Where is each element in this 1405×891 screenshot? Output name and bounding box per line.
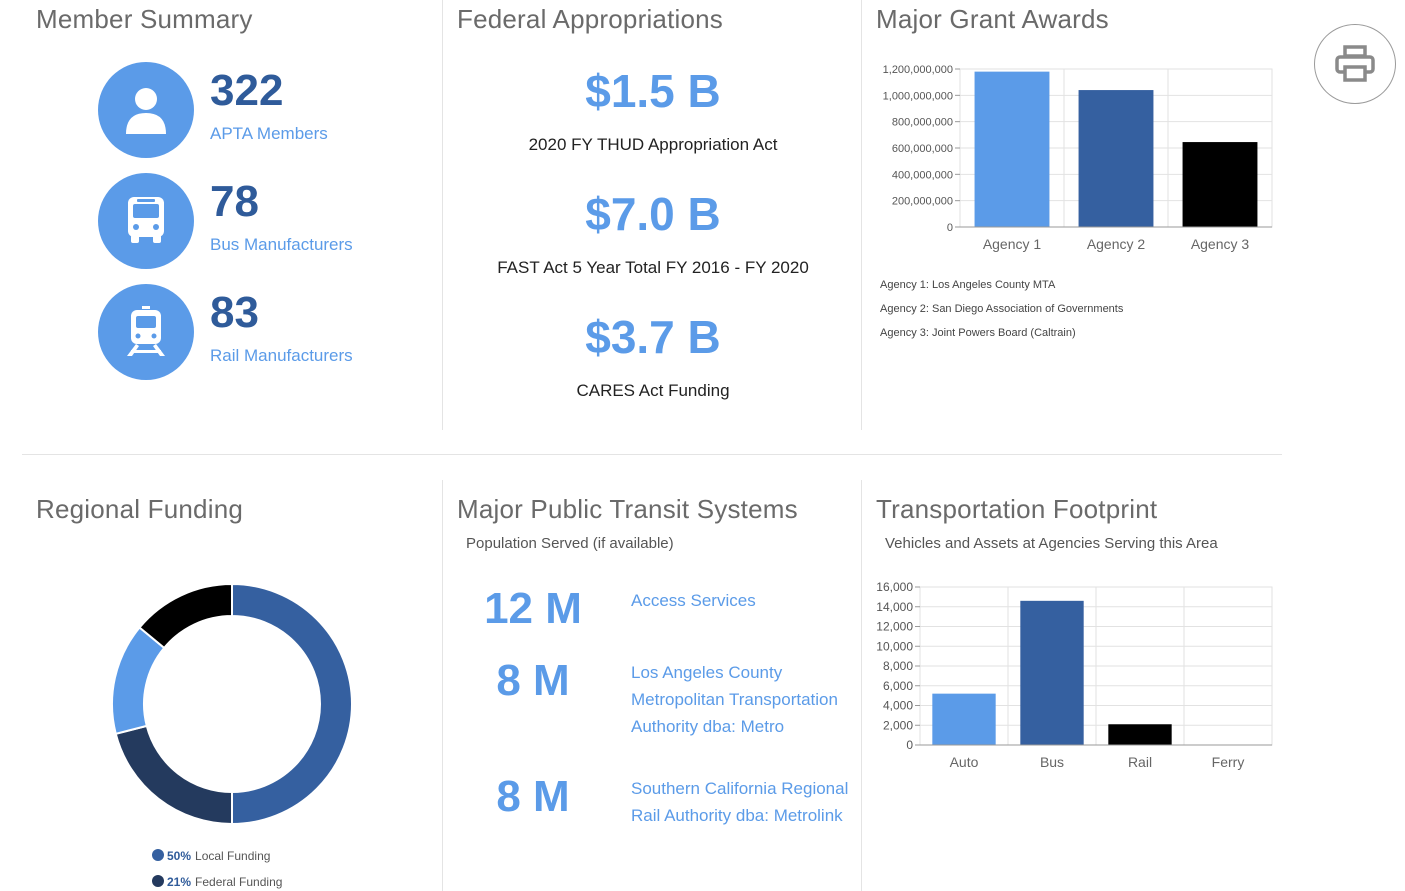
legend-percent: 50% — [167, 849, 192, 863]
y-tick-label: 1,000,000,000 — [883, 90, 953, 102]
y-tick-label: 1,200,000,000 — [883, 64, 953, 76]
member-label: APTA Members — [210, 124, 328, 143]
appropriation-value: $7.0 B — [585, 188, 721, 240]
panel-title: Transportation Footprint — [876, 494, 1158, 524]
appropriation-label: CARES Act Funding — [576, 381, 730, 400]
panel-title: Regional Funding — [36, 494, 244, 524]
donut-slice[interactable] — [114, 724, 233, 826]
column-divider — [442, 0, 443, 430]
transportation-footprint-chart: 0 2,000 4,000 6,000 8,000 10,000 12,000 14,000 1… — [876, 580, 1273, 770]
legend-item: 21% Federal Funding — [152, 875, 282, 889]
y-tick-label: 10,000 — [876, 639, 913, 653]
bar-agency-3[interactable] — [1182, 142, 1258, 227]
train-icon — [98, 284, 194, 380]
transit-system-link[interactable]: Los Angeles County Metropolitan Transpor… — [631, 663, 838, 736]
bar-agency-2[interactable] — [1078, 90, 1154, 227]
panel-title: Major Public Transit Systems — [457, 494, 798, 524]
regional-funding-donut — [111, 582, 353, 826]
panel-subtitle: Population Served (if available) — [466, 535, 674, 552]
transit-system-link[interactable]: Southern California Regional Rail Author… — [631, 779, 849, 825]
print-button[interactable] — [1314, 24, 1396, 104]
bar-bus[interactable] — [1020, 600, 1084, 745]
grant-note: Agency 3: Joint Powers Board (Caltrain) — [880, 327, 1076, 339]
transit-population: 8 M — [496, 656, 570, 705]
x-tick-label: Ferry — [1212, 754, 1245, 770]
y-tick-label: 8,000 — [883, 659, 913, 673]
panel-subtitle: Vehicles and Assets at Agencies Serving … — [885, 535, 1218, 552]
panel-title: Member Summary — [36, 4, 253, 34]
panel-title: Major Grant Awards — [876, 4, 1109, 34]
legend-dot — [152, 849, 164, 861]
y-tick-label: 0 — [947, 222, 953, 234]
donut-slice[interactable] — [231, 582, 353, 826]
legend-item: 50% Local Funding — [152, 849, 270, 863]
transit-population: 12 M — [484, 584, 582, 633]
x-tick-label: Bus — [1040, 754, 1064, 770]
transit-population: 8 M — [496, 772, 570, 821]
member-count: 322 — [210, 66, 284, 115]
legend-label: Federal Funding — [195, 875, 283, 889]
transit-system-link[interactable]: Access Services — [631, 591, 756, 610]
column-divider — [861, 0, 862, 430]
grant-awards-chart: 0 200,000,000 400,000,000 600,000,000 800,00… — [883, 64, 1273, 252]
member-label: Rail Manufacturers — [210, 346, 353, 365]
bar-rail[interactable] — [1108, 724, 1172, 745]
appropriation-label: 2020 FY THUD Appropriation Act — [528, 135, 778, 154]
column-divider — [442, 480, 443, 891]
column-divider — [861, 480, 862, 891]
bar-auto[interactable] — [932, 693, 996, 745]
appropriation-value: $1.5 B — [585, 65, 721, 117]
y-tick-label: 16,000 — [876, 580, 913, 594]
bar-agency-1[interactable] — [974, 71, 1050, 227]
x-tick-label: Auto — [950, 754, 979, 770]
grant-note: Agency 1: Los Angeles County MTA — [880, 279, 1056, 291]
member-count: 78 — [210, 177, 259, 226]
y-tick-label: 200,000,000 — [892, 196, 953, 208]
y-tick-label: 0 — [906, 738, 913, 752]
member-row-bus: 78 Bus Manufacturers — [98, 173, 418, 269]
x-tick-label: Agency 3 — [1191, 236, 1250, 252]
member-row-apta: 322 APTA Members — [98, 62, 418, 158]
member-label: Bus Manufacturers — [210, 235, 353, 254]
printer-icon — [1335, 45, 1375, 82]
panel-title: Federal Appropriations — [457, 4, 723, 34]
grant-note: Agency 2: San Diego Association of Gover… — [880, 303, 1124, 315]
y-tick-label: 800,000,000 — [892, 117, 953, 129]
y-tick-label: 12,000 — [876, 620, 913, 634]
x-tick-label: Agency 1 — [983, 236, 1042, 252]
legend-dot — [152, 875, 164, 887]
y-tick-label: 600,000,000 — [892, 143, 953, 155]
y-tick-label: 400,000,000 — [892, 169, 953, 181]
row-divider — [22, 454, 1282, 455]
donut-slice[interactable] — [111, 626, 166, 736]
member-row-rail: 83 Rail Manufacturers — [98, 284, 418, 380]
legend-percent: 21% — [167, 875, 192, 889]
y-tick-label: 14,000 — [876, 600, 913, 614]
bus-icon — [98, 173, 194, 269]
appropriation-value: $3.7 B — [585, 311, 721, 363]
y-tick-label: 2,000 — [883, 718, 913, 732]
appropriation-label: FAST Act 5 Year Total FY 2016 - FY 2020 — [497, 258, 809, 277]
legend-label: Local Funding — [195, 849, 271, 863]
member-count: 83 — [210, 288, 259, 337]
donut-slice[interactable] — [138, 582, 233, 650]
y-tick-label: 4,000 — [883, 699, 913, 713]
x-tick-label: Rail — [1128, 754, 1152, 770]
y-tick-label: 6,000 — [883, 679, 913, 693]
x-tick-label: Agency 2 — [1087, 236, 1146, 252]
person-icon — [98, 62, 194, 158]
